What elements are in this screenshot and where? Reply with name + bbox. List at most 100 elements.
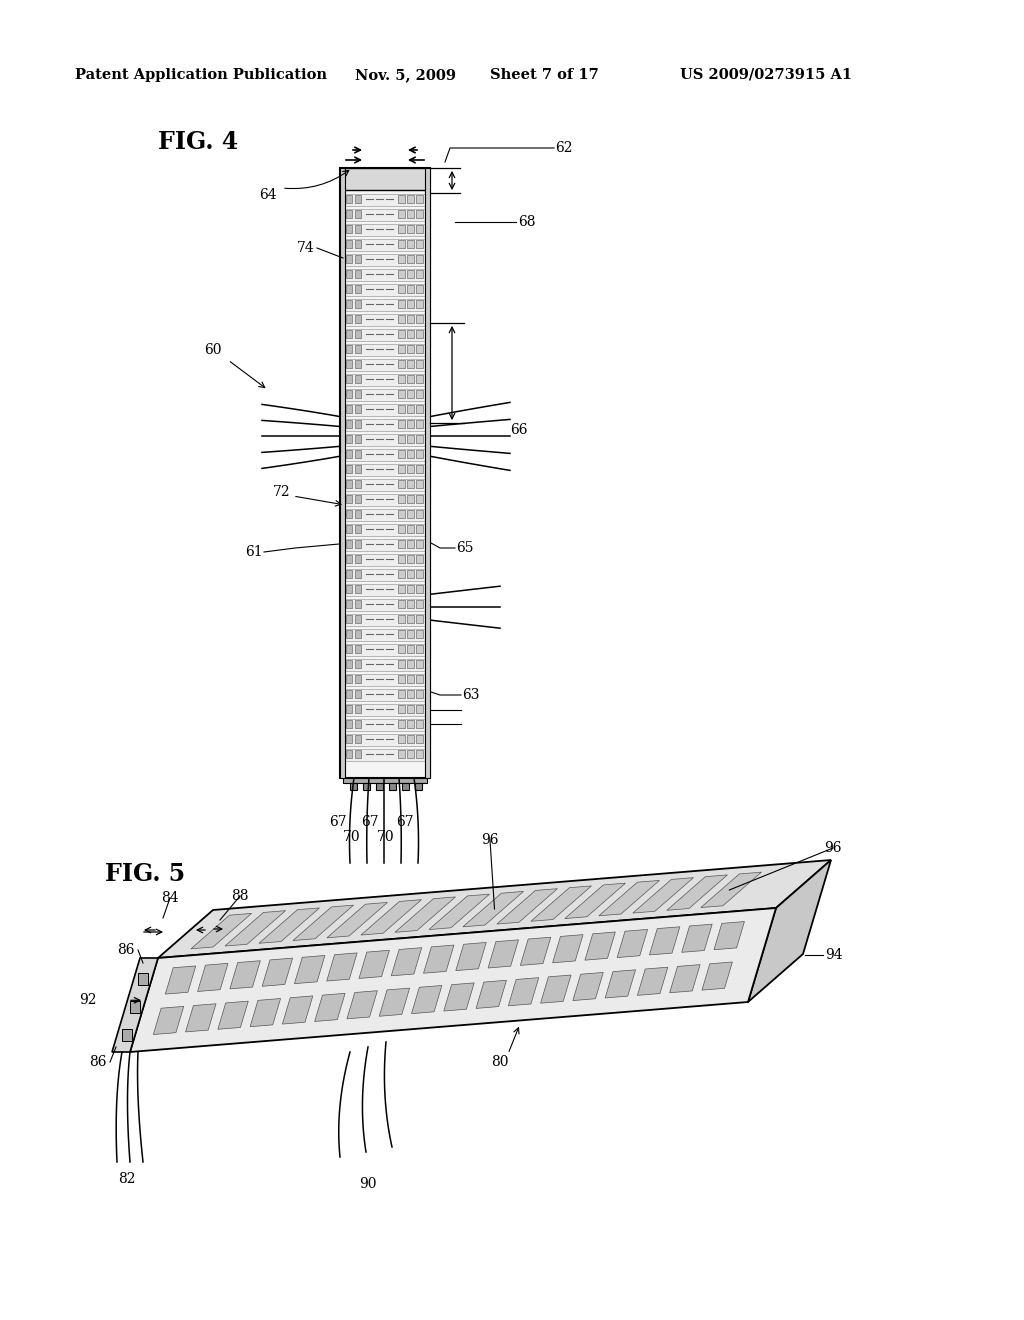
Bar bbox=[416, 554, 423, 564]
Bar bbox=[398, 436, 406, 444]
Bar bbox=[344, 734, 426, 746]
Polygon shape bbox=[443, 983, 474, 1011]
Text: 67: 67 bbox=[361, 814, 379, 829]
Bar bbox=[355, 630, 361, 638]
Bar bbox=[122, 1030, 132, 1041]
Bar bbox=[416, 705, 423, 713]
Polygon shape bbox=[572, 973, 603, 1001]
Bar bbox=[416, 315, 423, 323]
Bar bbox=[355, 255, 361, 263]
Bar bbox=[398, 315, 406, 323]
Bar bbox=[346, 510, 352, 517]
Bar bbox=[398, 271, 406, 279]
Bar bbox=[344, 253, 426, 267]
Bar bbox=[407, 285, 414, 293]
Bar bbox=[416, 195, 423, 203]
Polygon shape bbox=[165, 966, 196, 994]
Bar bbox=[355, 750, 361, 758]
Bar bbox=[355, 525, 361, 533]
Bar bbox=[344, 224, 426, 236]
Bar bbox=[407, 420, 414, 428]
Bar bbox=[398, 690, 406, 698]
Bar bbox=[398, 660, 406, 668]
Polygon shape bbox=[585, 932, 615, 960]
Bar bbox=[416, 615, 423, 623]
Bar bbox=[346, 224, 352, 234]
Bar bbox=[344, 374, 426, 385]
Bar bbox=[346, 570, 352, 578]
Bar bbox=[344, 554, 426, 566]
Bar bbox=[398, 285, 406, 293]
Bar bbox=[355, 405, 361, 413]
Polygon shape bbox=[360, 900, 422, 935]
Bar bbox=[398, 375, 406, 383]
Polygon shape bbox=[262, 958, 293, 986]
Text: 67: 67 bbox=[329, 814, 347, 829]
Polygon shape bbox=[347, 991, 378, 1019]
Bar bbox=[416, 300, 423, 308]
Polygon shape bbox=[456, 942, 486, 970]
Text: 65: 65 bbox=[456, 541, 473, 554]
Text: 96: 96 bbox=[481, 833, 499, 847]
Bar bbox=[344, 630, 426, 642]
Bar bbox=[355, 660, 361, 668]
Bar bbox=[344, 404, 426, 416]
Bar bbox=[344, 494, 426, 506]
Text: 60: 60 bbox=[204, 343, 222, 356]
Bar bbox=[344, 359, 426, 371]
Bar bbox=[355, 345, 361, 352]
Bar bbox=[346, 554, 352, 564]
Polygon shape bbox=[508, 978, 539, 1006]
Polygon shape bbox=[649, 927, 680, 954]
Bar bbox=[346, 495, 352, 503]
Bar bbox=[398, 480, 406, 488]
Bar bbox=[407, 345, 414, 352]
Bar bbox=[407, 585, 414, 593]
Polygon shape bbox=[130, 908, 776, 1052]
Text: 61: 61 bbox=[246, 545, 263, 558]
Bar bbox=[344, 719, 426, 731]
Bar bbox=[398, 195, 406, 203]
Polygon shape bbox=[670, 965, 700, 993]
Bar bbox=[355, 675, 361, 682]
Bar bbox=[355, 585, 361, 593]
Bar bbox=[355, 360, 361, 368]
Bar bbox=[398, 240, 406, 248]
Bar bbox=[416, 510, 423, 517]
Bar bbox=[416, 735, 423, 743]
Bar bbox=[398, 601, 406, 609]
Bar bbox=[398, 735, 406, 743]
Polygon shape bbox=[391, 948, 422, 975]
Bar bbox=[398, 645, 406, 653]
Bar bbox=[416, 436, 423, 444]
Bar bbox=[355, 570, 361, 578]
Bar bbox=[407, 195, 414, 203]
Bar bbox=[350, 783, 357, 789]
Bar bbox=[416, 465, 423, 473]
Bar bbox=[398, 750, 406, 758]
Polygon shape bbox=[520, 937, 551, 965]
Bar bbox=[398, 570, 406, 578]
Bar bbox=[355, 285, 361, 293]
Polygon shape bbox=[293, 906, 353, 941]
Bar bbox=[416, 690, 423, 698]
Bar bbox=[355, 389, 361, 399]
Bar bbox=[416, 480, 423, 488]
Bar bbox=[344, 449, 426, 461]
Bar bbox=[407, 240, 414, 248]
Bar bbox=[407, 360, 414, 368]
Bar bbox=[407, 615, 414, 623]
Bar bbox=[344, 748, 426, 762]
Polygon shape bbox=[530, 886, 592, 921]
Text: FIG. 5: FIG. 5 bbox=[105, 862, 185, 886]
Polygon shape bbox=[218, 1001, 248, 1030]
Bar bbox=[346, 660, 352, 668]
Bar bbox=[355, 450, 361, 458]
Bar bbox=[138, 973, 148, 985]
Bar bbox=[407, 375, 414, 383]
Bar bbox=[346, 195, 352, 203]
Bar bbox=[416, 660, 423, 668]
Text: Nov. 5, 2009: Nov. 5, 2009 bbox=[355, 69, 456, 82]
Polygon shape bbox=[158, 861, 831, 958]
Polygon shape bbox=[617, 929, 647, 957]
